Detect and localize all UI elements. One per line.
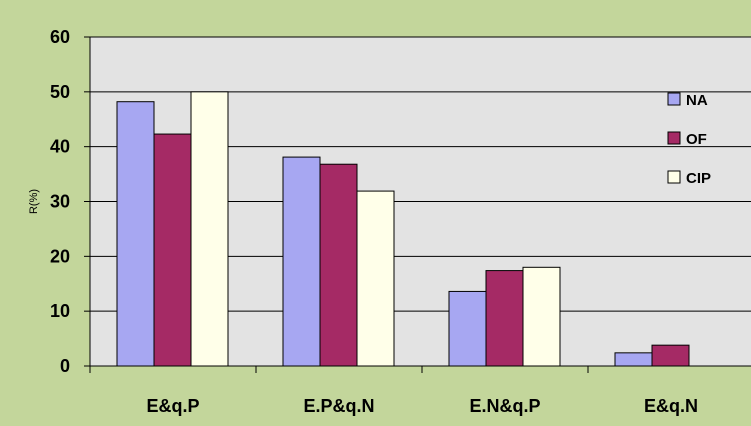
bar-of-3 bbox=[651, 344, 690, 367]
bar-of-1 bbox=[319, 163, 358, 367]
y-axis-label: R(%) bbox=[28, 189, 40, 214]
x-category-label: E&q.N bbox=[644, 396, 698, 416]
y-tick-label: 10 bbox=[50, 301, 70, 321]
bar-of-0 bbox=[153, 133, 192, 367]
bar-na-0 bbox=[116, 101, 155, 367]
bar-of-2 bbox=[485, 270, 524, 367]
y-tick-label: 20 bbox=[50, 246, 70, 266]
bar-na-2 bbox=[448, 290, 487, 367]
bars bbox=[116, 91, 690, 367]
y-tick-label: 40 bbox=[50, 137, 70, 157]
axes: 0 10 20 30 40 50 60 E&q.P E.P&q.N E.N&q.P E&q.N bbox=[50, 27, 751, 416]
bar-na-1 bbox=[282, 156, 321, 367]
y-tick-label: 60 bbox=[50, 27, 70, 47]
x-category-label: E&q.P bbox=[146, 396, 199, 416]
y-tick-label: 0 bbox=[60, 356, 70, 376]
bar-cip-1 bbox=[356, 190, 395, 367]
bar-na-3 bbox=[614, 352, 653, 367]
bar-cip-2 bbox=[522, 266, 561, 367]
legend: NA OF CIP bbox=[667, 92, 711, 187]
x-category-label: E.P&q.N bbox=[303, 396, 374, 416]
y-tick-label: 30 bbox=[50, 192, 70, 212]
x-category-label: E.N&q.P bbox=[469, 396, 540, 416]
legend-label-of: OF bbox=[686, 131, 707, 148]
legend-label-na: NA bbox=[686, 92, 708, 109]
legend-label-cip: CIP bbox=[686, 170, 711, 187]
bar-cip-0 bbox=[190, 91, 229, 367]
y-tick-label: 50 bbox=[50, 82, 70, 102]
legend-swatch-of bbox=[667, 131, 681, 145]
legend-swatch-na bbox=[667, 92, 681, 106]
legend-swatch-cip bbox=[667, 170, 681, 184]
